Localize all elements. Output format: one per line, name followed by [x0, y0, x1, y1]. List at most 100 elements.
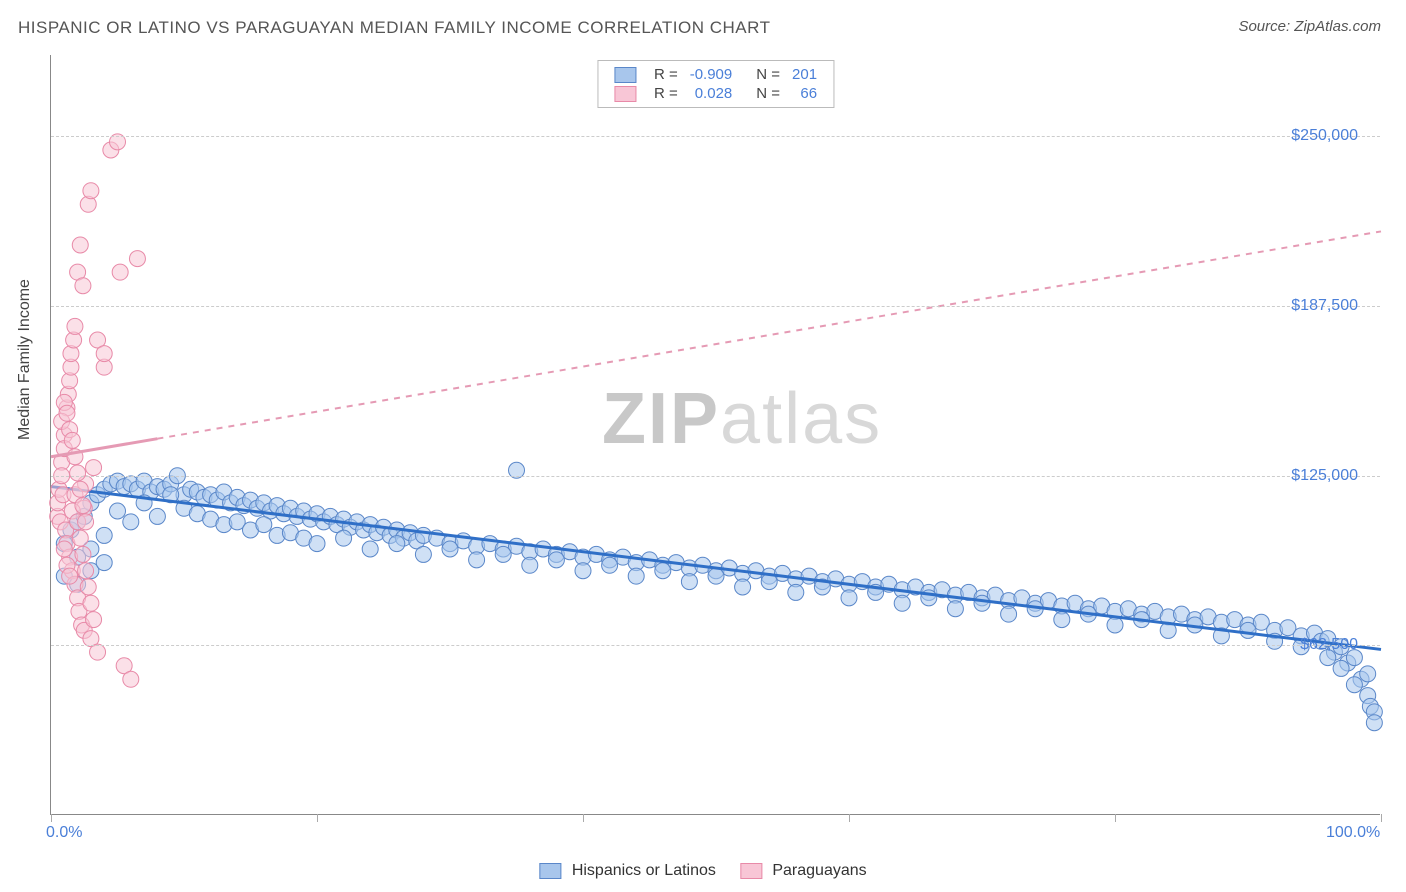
data-point — [1360, 666, 1376, 682]
data-point — [86, 460, 102, 476]
data-point — [110, 503, 126, 519]
trend-line-dashed — [157, 231, 1381, 438]
data-point — [1107, 617, 1123, 633]
data-point — [75, 278, 91, 294]
xtick-mark — [317, 814, 318, 822]
data-point — [72, 530, 88, 546]
data-point — [894, 595, 910, 611]
data-point — [80, 579, 96, 595]
legend-n-value: 66 — [786, 84, 823, 103]
data-point — [602, 557, 618, 573]
gridline — [51, 306, 1380, 307]
chart-area: ZIPatlas R =-0.909N =201R =0.028N =66 $6… — [50, 55, 1380, 815]
legend-swatch — [608, 84, 648, 103]
data-point — [149, 508, 165, 524]
data-point — [708, 568, 724, 584]
gridline — [51, 136, 1380, 137]
legend-stats: R =-0.909 N =201 R =0.028 N =66 — [597, 60, 834, 108]
data-point — [86, 612, 102, 628]
data-point — [83, 183, 99, 199]
legend-n-value: 201 — [786, 65, 823, 84]
data-point — [78, 514, 94, 530]
data-point — [123, 671, 139, 687]
legend-label: Hispanics or Latinos — [572, 862, 716, 879]
data-point — [75, 546, 91, 562]
chart-title: HISPANIC OR LATINO VS PARAGUAYAN MEDIAN … — [18, 18, 770, 38]
xtick-label: 100.0% — [1326, 824, 1380, 842]
legend-swatch — [608, 65, 648, 84]
ytick-label: $125,000 — [1291, 467, 1358, 485]
legend-r-label: R = — [648, 84, 684, 103]
xtick-mark — [849, 814, 850, 822]
legend-item: Paraguayans — [740, 862, 867, 880]
data-point — [129, 251, 145, 267]
data-point — [548, 552, 564, 568]
data-point — [415, 546, 431, 562]
legend-stat-row: R =0.028 N =66 — [608, 84, 823, 103]
data-point — [522, 557, 538, 573]
legend-n-label: N = — [750, 65, 786, 84]
xtick-mark — [583, 814, 584, 822]
data-point — [974, 595, 990, 611]
ytick-label: $250,000 — [1291, 127, 1358, 145]
data-point — [96, 346, 112, 362]
y-axis-label: Median Family Income — [16, 279, 34, 440]
data-point — [362, 541, 378, 557]
data-point — [1001, 606, 1017, 622]
data-point — [59, 405, 75, 421]
data-point — [1240, 622, 1256, 638]
data-point — [1366, 715, 1382, 731]
data-point — [256, 517, 272, 533]
data-point — [112, 264, 128, 280]
data-point — [681, 574, 697, 590]
legend-r-value: -0.909 — [684, 65, 739, 84]
data-point — [90, 644, 106, 660]
data-point — [1333, 660, 1349, 676]
data-point — [495, 546, 511, 562]
legend-stats-table: R =-0.909 N =201 R =0.028 N =66 — [608, 65, 823, 103]
gridline — [51, 645, 1380, 646]
legend-series: Hispanics or Latinos Paraguayans — [527, 862, 878, 880]
data-point — [841, 590, 857, 606]
data-point — [72, 481, 88, 497]
data-point — [96, 555, 112, 571]
data-point — [83, 595, 99, 611]
data-point — [336, 530, 352, 546]
data-point — [62, 568, 78, 584]
source-text: Source: ZipAtlas.com — [1238, 18, 1381, 35]
ytick-label: $62,500 — [1300, 636, 1358, 654]
legend-n-label: N = — [750, 84, 786, 103]
legend-r-label: R = — [648, 65, 684, 84]
data-point — [96, 527, 112, 543]
legend-label: Paraguayans — [772, 862, 866, 879]
data-point — [628, 568, 644, 584]
legend-swatch — [539, 863, 561, 879]
xtick-mark — [1381, 814, 1382, 822]
xtick-label: 0.0% — [46, 824, 82, 842]
legend-item: Hispanics or Latinos — [539, 862, 716, 880]
data-point — [469, 552, 485, 568]
data-point — [70, 465, 86, 481]
data-point — [309, 536, 325, 552]
data-point — [1054, 612, 1070, 628]
plot-svg — [51, 55, 1380, 814]
data-point — [78, 563, 94, 579]
ytick-label: $187,500 — [1291, 297, 1358, 315]
xtick-mark — [51, 814, 52, 822]
data-point — [123, 514, 139, 530]
xtick-mark — [1115, 814, 1116, 822]
data-point — [575, 563, 591, 579]
data-point — [735, 579, 751, 595]
legend-swatch — [740, 863, 762, 879]
data-point — [788, 584, 804, 600]
legend-stat-row: R =-0.909 N =201 — [608, 65, 823, 84]
data-point — [75, 498, 91, 514]
trend-line — [51, 487, 1381, 650]
data-point — [442, 541, 458, 557]
gridline — [51, 476, 1380, 477]
data-point — [72, 237, 88, 253]
legend-r-value: 0.028 — [684, 84, 739, 103]
data-point — [655, 563, 671, 579]
data-point — [56, 541, 72, 557]
data-point — [1346, 677, 1362, 693]
